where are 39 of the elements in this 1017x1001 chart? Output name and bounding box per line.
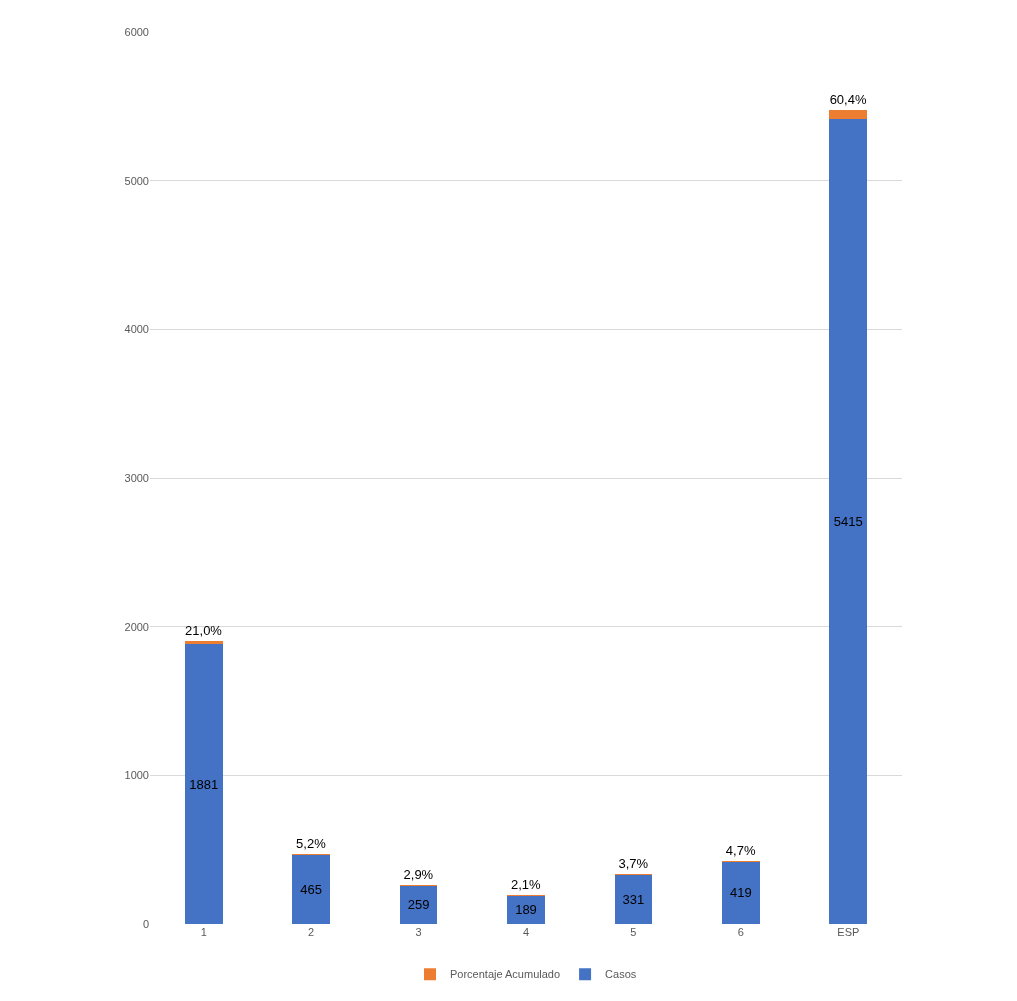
bar	[184, 641, 223, 645]
bar	[399, 885, 438, 924]
data-label: 5,2%	[296, 836, 327, 851]
y-tick-label: 1000	[124, 769, 149, 782]
x-tick-label: 1	[200, 926, 207, 938]
data-label: 2,9%	[403, 867, 434, 882]
data-label: 331	[622, 891, 645, 907]
x-tick-label: 2	[308, 926, 315, 938]
data-label: 60,4%	[829, 91, 867, 107]
x-tick-label: 5	[630, 926, 637, 938]
bar	[829, 118, 868, 924]
x-tick-label: 3	[415, 926, 422, 938]
data-label: 5415	[833, 513, 863, 529]
data-label: 2,1%	[510, 877, 542, 892]
bar	[722, 861, 760, 924]
data-label: 3,7%	[618, 856, 649, 871]
bar	[292, 854, 330, 924]
bar	[184, 644, 223, 924]
bar	[507, 895, 545, 924]
data-label: 259	[407, 897, 430, 913]
data-label: 4,7%	[725, 843, 756, 858]
data-label: 419	[730, 885, 752, 901]
bar	[614, 874, 653, 924]
data-label: 189	[515, 902, 537, 918]
y-tick-label: 0	[142, 917, 149, 930]
data-label: 465	[300, 881, 322, 897]
y-tick-label: 4000	[124, 323, 149, 336]
y-tick-label: 6000	[124, 25, 149, 38]
bar	[829, 109, 868, 119]
legend-label: Casos	[605, 968, 637, 981]
x-tick-label: 6	[737, 926, 744, 938]
y-tick-label: 5000	[124, 174, 149, 187]
data-label: 21,0%	[185, 623, 223, 639]
x-tick-label: ESP	[837, 926, 860, 938]
x-tick-label: 4	[522, 926, 530, 938]
y-tick-label: 2000	[124, 620, 149, 633]
data-label: 1881	[189, 776, 219, 792]
legend-label: Porcentaje Acumulado	[450, 968, 561, 981]
y-tick-label: 3000	[124, 471, 149, 484]
